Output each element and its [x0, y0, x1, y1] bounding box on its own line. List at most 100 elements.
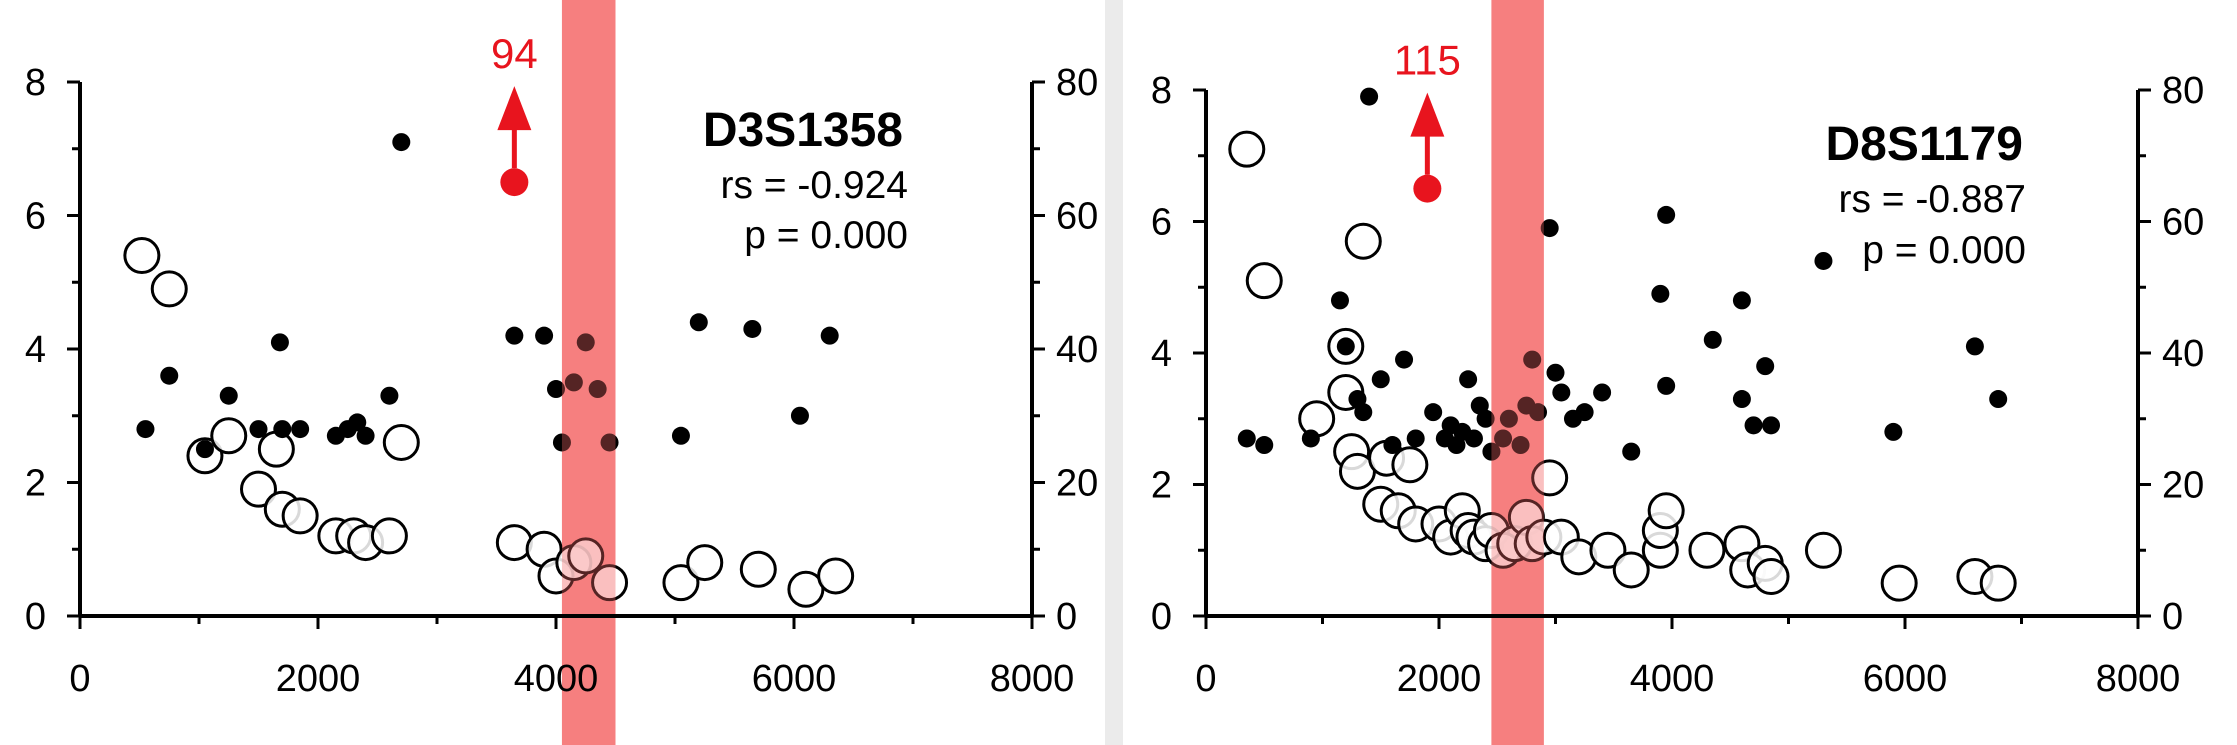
y-left-tick-label: 2 — [25, 463, 46, 505]
filled-dot-point — [1884, 422, 1903, 441]
filled-dot-point — [1593, 383, 1612, 402]
y-left-tick-label: 2 — [1151, 465, 1172, 507]
open-circle-point — [1531, 459, 1569, 497]
filled-dot-point — [392, 133, 411, 152]
filled-dot-point — [1540, 219, 1559, 238]
filled-dot-point — [1424, 403, 1443, 422]
y-right-tick-label: 0 — [1056, 596, 1077, 638]
filled-dot-point — [1657, 376, 1676, 395]
y-right-tick-label: 60 — [1056, 196, 1098, 238]
filled-dot-point — [1383, 436, 1402, 455]
x-tick-label: 2000 — [276, 658, 361, 700]
gene-title: D3S1358 — [703, 104, 903, 157]
y-right-tick-label: 40 — [1056, 329, 1098, 371]
y-left-tick-label: 0 — [25, 596, 46, 638]
open-circle-point — [1612, 551, 1650, 589]
x-tick-label: 0 — [1195, 658, 1216, 700]
panel-divider — [1105, 0, 1123, 745]
filled-dot-point — [348, 413, 367, 432]
filled-dot-point — [1814, 251, 1833, 270]
filled-dot-point — [535, 326, 554, 345]
x-tick-label: 8000 — [990, 658, 1075, 700]
filled-dot-point — [588, 380, 607, 399]
filled-dot-point — [1360, 87, 1379, 106]
x-tick-label: 2000 — [1397, 658, 1482, 700]
filled-dot-point — [600, 433, 619, 452]
correlation-label: rs = -0.924 — [720, 164, 908, 207]
open-circle-point — [739, 550, 777, 588]
open-circle-point — [123, 237, 161, 275]
filled-dot-point — [1406, 429, 1425, 448]
x-tick-label: 4000 — [1630, 658, 1715, 700]
y-right-tick-label: 20 — [1056, 463, 1098, 505]
y-left-tick-label: 0 — [1151, 596, 1172, 638]
highlight-band-overlay — [1491, 0, 1544, 745]
filled-dot-point — [689, 313, 708, 332]
filled-dot-point — [1499, 409, 1518, 428]
filled-dot-point — [1494, 429, 1513, 448]
x-tick-label: 6000 — [1863, 658, 1948, 700]
open-circle-point — [817, 557, 855, 595]
open-circle-point — [382, 423, 420, 461]
filled-dot-point — [790, 406, 809, 425]
filled-dot-point — [1622, 442, 1641, 461]
open-circle-point — [150, 270, 188, 308]
filled-dot-point — [1371, 370, 1390, 389]
open-circle-point — [257, 430, 295, 468]
filled-dot-point — [671, 426, 690, 445]
open-circle-point — [1979, 564, 2017, 602]
outlier-value-label: 94 — [491, 30, 538, 77]
y-right-tick-label: 20 — [2162, 465, 2204, 507]
open-circle-point — [1804, 531, 1842, 569]
filled-dot-point — [1762, 416, 1781, 435]
filled-dot-point — [195, 440, 214, 459]
open-circle-point — [662, 564, 700, 602]
filled-dot-point — [1989, 390, 2008, 409]
p-value-label: p = 0.000 — [1862, 229, 2026, 272]
highlight-band — [561, 0, 616, 745]
filled-dot-point — [1756, 357, 1775, 376]
open-circle-point — [370, 517, 408, 555]
open-circle-point — [1647, 492, 1685, 530]
open-circle-point — [1880, 564, 1918, 602]
y-left-tick-label: 8 — [1151, 70, 1172, 112]
open-circle-point — [281, 497, 319, 535]
y-right-tick-label: 60 — [2162, 202, 2204, 244]
p-value-label: p = 0.000 — [744, 214, 908, 257]
y-left-tick-label: 8 — [25, 62, 46, 104]
filled-dot-point — [1744, 416, 1763, 435]
open-circle-point — [1589, 531, 1627, 569]
filled-dot-point — [136, 420, 155, 439]
filled-dot-point — [1237, 429, 1256, 448]
filled-dot-point — [505, 326, 524, 345]
filled-dot-point — [1476, 409, 1495, 428]
gene-title: D8S1179 — [1825, 118, 2023, 171]
filled-dot-point — [380, 386, 399, 405]
filled-dot-point — [564, 373, 583, 392]
outlier-arrow-head — [1410, 92, 1445, 137]
x-tick-label: 0 — [69, 658, 90, 700]
open-circle-point — [686, 544, 724, 582]
filled-dot-point — [1511, 436, 1530, 455]
filled-dot-point — [270, 333, 289, 352]
filled-dot-point — [249, 420, 268, 439]
filled-dot-point — [1482, 442, 1501, 461]
filled-dot-point — [1651, 284, 1670, 303]
outlier-arrow-head — [497, 86, 532, 131]
filled-dot-point — [552, 433, 571, 452]
y-right-tick-label: 0 — [2162, 596, 2183, 638]
outlier-marker-dot — [500, 168, 529, 197]
filled-dot-point — [356, 426, 375, 445]
y-left-tick-label: 4 — [1151, 333, 1172, 375]
y-right-tick-label: 80 — [2162, 70, 2204, 112]
open-circle-point — [1752, 558, 1790, 596]
open-circle-point — [1298, 400, 1336, 438]
filled-dot-point — [1301, 429, 1320, 448]
filled-dot-point — [1546, 363, 1565, 382]
open-circle-point — [567, 537, 605, 575]
filled-dot-point — [576, 333, 595, 352]
x-tick-label: 4000 — [514, 658, 599, 700]
filled-dot-point — [1330, 291, 1349, 310]
x-tick-label: 6000 — [752, 658, 837, 700]
